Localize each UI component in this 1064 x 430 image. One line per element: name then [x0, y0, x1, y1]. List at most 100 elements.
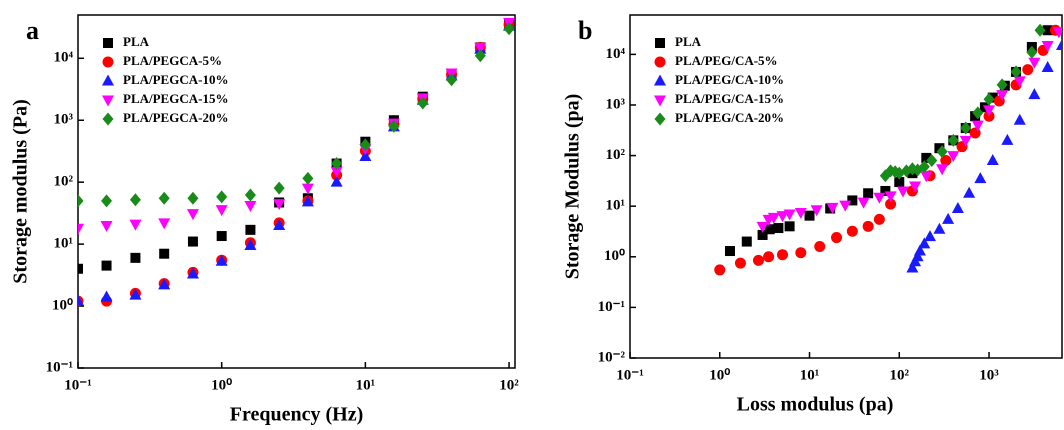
point — [301, 183, 314, 195]
point — [158, 191, 170, 205]
point — [971, 120, 984, 132]
point — [654, 95, 666, 107]
point — [940, 154, 952, 166]
y-tick-label: 10⁴ — [54, 50, 74, 66]
point — [763, 251, 775, 263]
y-tick-label: 10⁰ — [604, 248, 625, 264]
point — [804, 210, 815, 221]
y-tick-label: 10² — [606, 147, 626, 163]
point — [100, 220, 113, 232]
x-tick-label: 10² — [890, 367, 910, 383]
point — [245, 224, 256, 235]
point — [734, 257, 746, 269]
legend-label: PLA/PEG/CA-5% — [675, 53, 778, 68]
point — [1052, 27, 1062, 39]
axes-frame — [77, 14, 516, 369]
point — [655, 38, 665, 48]
point — [359, 138, 371, 152]
point — [474, 49, 486, 63]
point — [757, 229, 768, 240]
y-tick-label: 10⁻¹ — [598, 299, 625, 315]
point — [186, 267, 199, 279]
point — [826, 202, 839, 214]
x-tick-label: 10¹ — [356, 377, 376, 393]
point — [913, 244, 926, 256]
point — [129, 219, 142, 231]
y-tick-label: 10¹ — [606, 198, 626, 214]
panel-label: b — [578, 16, 592, 45]
point — [1041, 61, 1054, 73]
point — [795, 247, 807, 259]
point — [1013, 113, 1026, 125]
x-tick-label: 10⁰ — [211, 377, 232, 393]
point — [187, 236, 198, 247]
legend-label: PLA/PEG/CA-15% — [675, 91, 784, 106]
point — [896, 186, 909, 198]
point — [244, 238, 257, 250]
point — [216, 231, 227, 242]
y-tick-label: 10³ — [606, 96, 626, 112]
point — [983, 105, 996, 117]
point — [1042, 25, 1053, 36]
point — [1022, 64, 1034, 76]
point — [78, 263, 83, 274]
point — [996, 78, 1008, 92]
point — [330, 166, 343, 178]
point — [1034, 23, 1046, 37]
legend-label: PLA/PEG/CA-20% — [675, 110, 784, 125]
point — [330, 175, 343, 187]
point — [974, 172, 987, 184]
point — [714, 264, 726, 276]
panel-label: a — [26, 16, 39, 45]
point — [776, 249, 788, 261]
plot-area — [78, 17, 515, 307]
point — [885, 198, 897, 210]
point — [764, 224, 775, 235]
point — [301, 195, 314, 207]
x-tick-label: 10³ — [979, 367, 999, 383]
point — [1056, 38, 1062, 50]
y-tick-label: 10³ — [54, 112, 74, 128]
point — [857, 197, 870, 209]
point — [1028, 88, 1041, 100]
point — [847, 195, 858, 206]
point — [654, 112, 666, 126]
point — [839, 200, 852, 212]
point — [654, 74, 666, 86]
point — [920, 171, 933, 183]
point — [934, 143, 945, 154]
point — [741, 236, 752, 247]
point — [186, 209, 199, 221]
point — [446, 73, 458, 87]
point — [129, 193, 141, 207]
point — [244, 201, 257, 213]
point — [78, 223, 84, 235]
point — [862, 220, 874, 232]
point — [831, 232, 843, 244]
point — [951, 202, 964, 214]
point — [926, 153, 938, 167]
point — [884, 191, 897, 203]
y-tick-label: 10⁴ — [606, 46, 626, 62]
legend-label: PLA/PEG/CA-10% — [675, 72, 784, 87]
axes-frame — [629, 14, 1063, 359]
point — [302, 171, 314, 185]
point — [784, 221, 795, 232]
point — [359, 149, 372, 161]
point — [810, 205, 823, 217]
point — [331, 157, 343, 171]
point — [503, 22, 515, 36]
point — [187, 191, 199, 205]
point — [911, 250, 924, 262]
point — [936, 145, 948, 159]
point — [101, 194, 113, 208]
point — [794, 208, 807, 220]
point — [846, 225, 858, 237]
legend-label: PLA/PEGCA-5% — [123, 53, 222, 68]
point — [776, 211, 789, 223]
point — [102, 112, 114, 126]
point — [972, 106, 984, 120]
legend-label: PLA/PEGCA-10% — [123, 72, 228, 87]
point — [906, 261, 919, 273]
x-tick-label: 10⁰ — [709, 367, 730, 383]
